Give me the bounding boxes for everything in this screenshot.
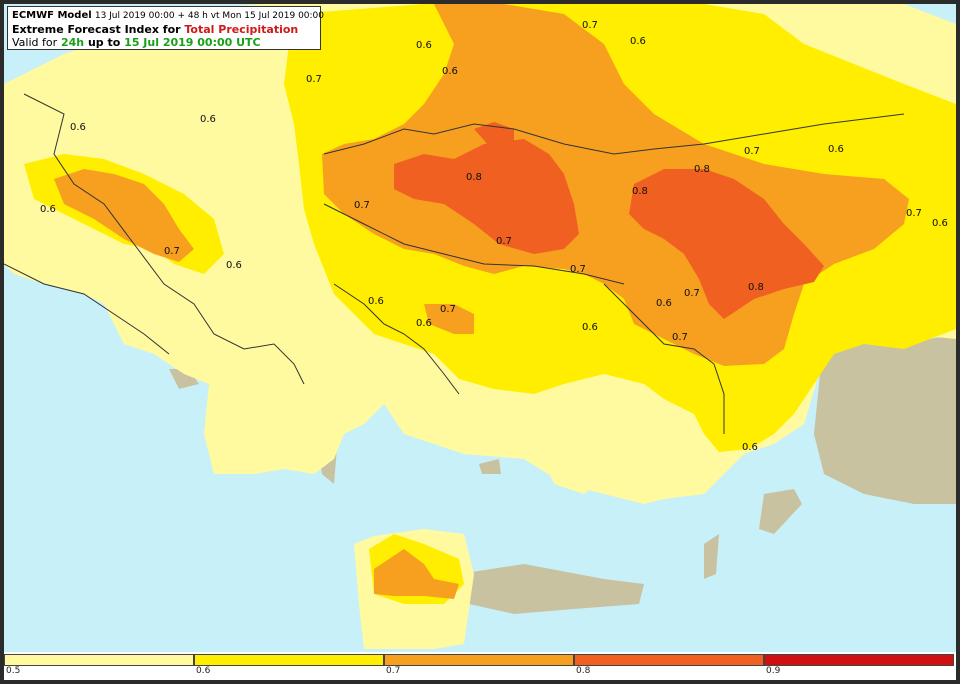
contour-label: 0.6 xyxy=(200,114,216,125)
period: 24h xyxy=(60,36,85,49)
contour-label: 0.8 xyxy=(466,172,482,183)
legend-tick: 0.5 xyxy=(6,666,21,676)
contour-label: 0.7 xyxy=(672,332,688,343)
contour-label: 0.6 xyxy=(582,322,598,333)
contour-label: 0.7 xyxy=(306,74,322,85)
contour-label: 0.6 xyxy=(630,36,646,47)
contour-label: 0.8 xyxy=(748,282,764,293)
contour-label: 0.7 xyxy=(354,200,370,211)
valid-prefix: Valid for xyxy=(12,36,58,49)
legend-swatch-0-5 xyxy=(4,654,194,666)
contour-label: 0.6 xyxy=(442,66,458,77)
efi-0-5-region-aegean xyxy=(539,424,614,494)
contour-label: 0.6 xyxy=(742,442,758,453)
contour-label: 0.7 xyxy=(164,246,180,257)
contour-label: 0.7 xyxy=(684,288,700,299)
efi-0-7-region-west xyxy=(54,169,194,262)
contour-label: 0.6 xyxy=(828,144,844,155)
contour-label: 0.7 xyxy=(440,304,456,315)
legend-swatch-0-7 xyxy=(384,654,574,666)
contour-label: 0.7 xyxy=(906,208,922,219)
legend-swatch-0-6 xyxy=(194,654,384,666)
legend-tick: 0.8 xyxy=(576,666,591,676)
borders xyxy=(4,93,905,434)
contour-label: 0.7 xyxy=(570,264,586,275)
efi-map[interactable]: 0.70.6 0.60.70.60.60.60.7 0.60.80.70.80.80… xyxy=(4,4,956,680)
legend-tick: 0.9 xyxy=(766,666,781,676)
contour-label: 0.6 xyxy=(40,204,56,215)
efi-0-7-region-south xyxy=(374,549,459,599)
contour-label: 0.8 xyxy=(694,164,710,175)
contour-label: 0.6 xyxy=(656,298,672,309)
contour-label: 0.7 xyxy=(744,146,760,157)
parameter-name: Total Precipitation xyxy=(184,23,299,36)
efi-0-8-region-east xyxy=(629,169,824,319)
contour-label: 0.7 xyxy=(582,20,598,31)
contour-label: 0.6 xyxy=(226,260,242,271)
contour-label: 0.6 xyxy=(416,40,432,51)
title-box: ECMWF Model 13 Jul 2019 00:00 + 48 h vt … xyxy=(7,6,324,50)
legend-swatch-0-9 xyxy=(764,654,954,666)
model-name: ECMWF Model xyxy=(12,10,92,21)
legend-bar: 0.5 0.6 0.7 0.8 0.9 xyxy=(4,652,956,680)
up-to: up to xyxy=(87,36,121,49)
efi-0-8-region xyxy=(394,139,579,254)
contour-label: 0.8 xyxy=(632,186,648,197)
contour-label: 0.6 xyxy=(368,296,384,307)
contour-labels: 0.7 0.6 0.6 0.7 0.6 0.6 0.6 0.7 0.6 0.8 0.7 0.8 0.8 0… xyxy=(40,20,948,453)
header-line-1: ECMWF Model 13 Jul 2019 00:00 + 48 h vt … xyxy=(12,9,324,23)
valid-date: 15 Jul 2019 00:00 UTC xyxy=(124,36,261,49)
header-line-3: Valid for 24h up to 15 Jul 2019 00:00 UT… xyxy=(12,36,316,49)
index-label: Extreme Forecast Index for xyxy=(12,23,181,36)
legend-tick: 0.7 xyxy=(386,666,401,676)
efi-0-7-region-small xyxy=(424,304,474,334)
contour-label: 0.6 xyxy=(70,122,86,133)
contour-label: 0.7 xyxy=(496,236,512,247)
contour-label: 0.6 xyxy=(932,218,948,229)
legend-tick: 0.6 xyxy=(196,666,211,676)
run-info: 13 Jul 2019 00:00 + 48 h vt Mon 15 Jul 2… xyxy=(94,11,325,21)
contour-label: 0.6 xyxy=(416,318,432,329)
header-line-2: Extreme Forecast Index for Total Precipi… xyxy=(12,23,316,36)
legend-swatch-0-8 xyxy=(574,654,764,666)
map-frame: 0.7 0.6 0.6 0.7 0.6 0.6 0.6 0.7 0.6 0.8 0.7 0.8 0.8 0… xyxy=(4,4,956,680)
